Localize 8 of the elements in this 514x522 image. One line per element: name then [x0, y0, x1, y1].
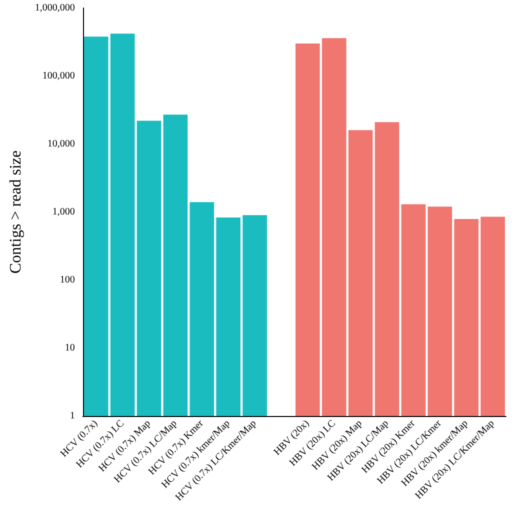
y-tick-label: 10 — [64, 342, 75, 354]
y-tick-label: 10,000 — [47, 138, 75, 150]
y-tick-label: 100,000 — [42, 70, 75, 82]
y-tick-label: 1,000,000 — [34, 2, 75, 14]
y-axis-title: Contigs > read size — [8, 150, 24, 274]
y-tick-label: 1,000 — [52, 206, 75, 218]
y-tick-label: 100 — [60, 274, 75, 286]
y-tick-label: 1 — [70, 410, 75, 422]
